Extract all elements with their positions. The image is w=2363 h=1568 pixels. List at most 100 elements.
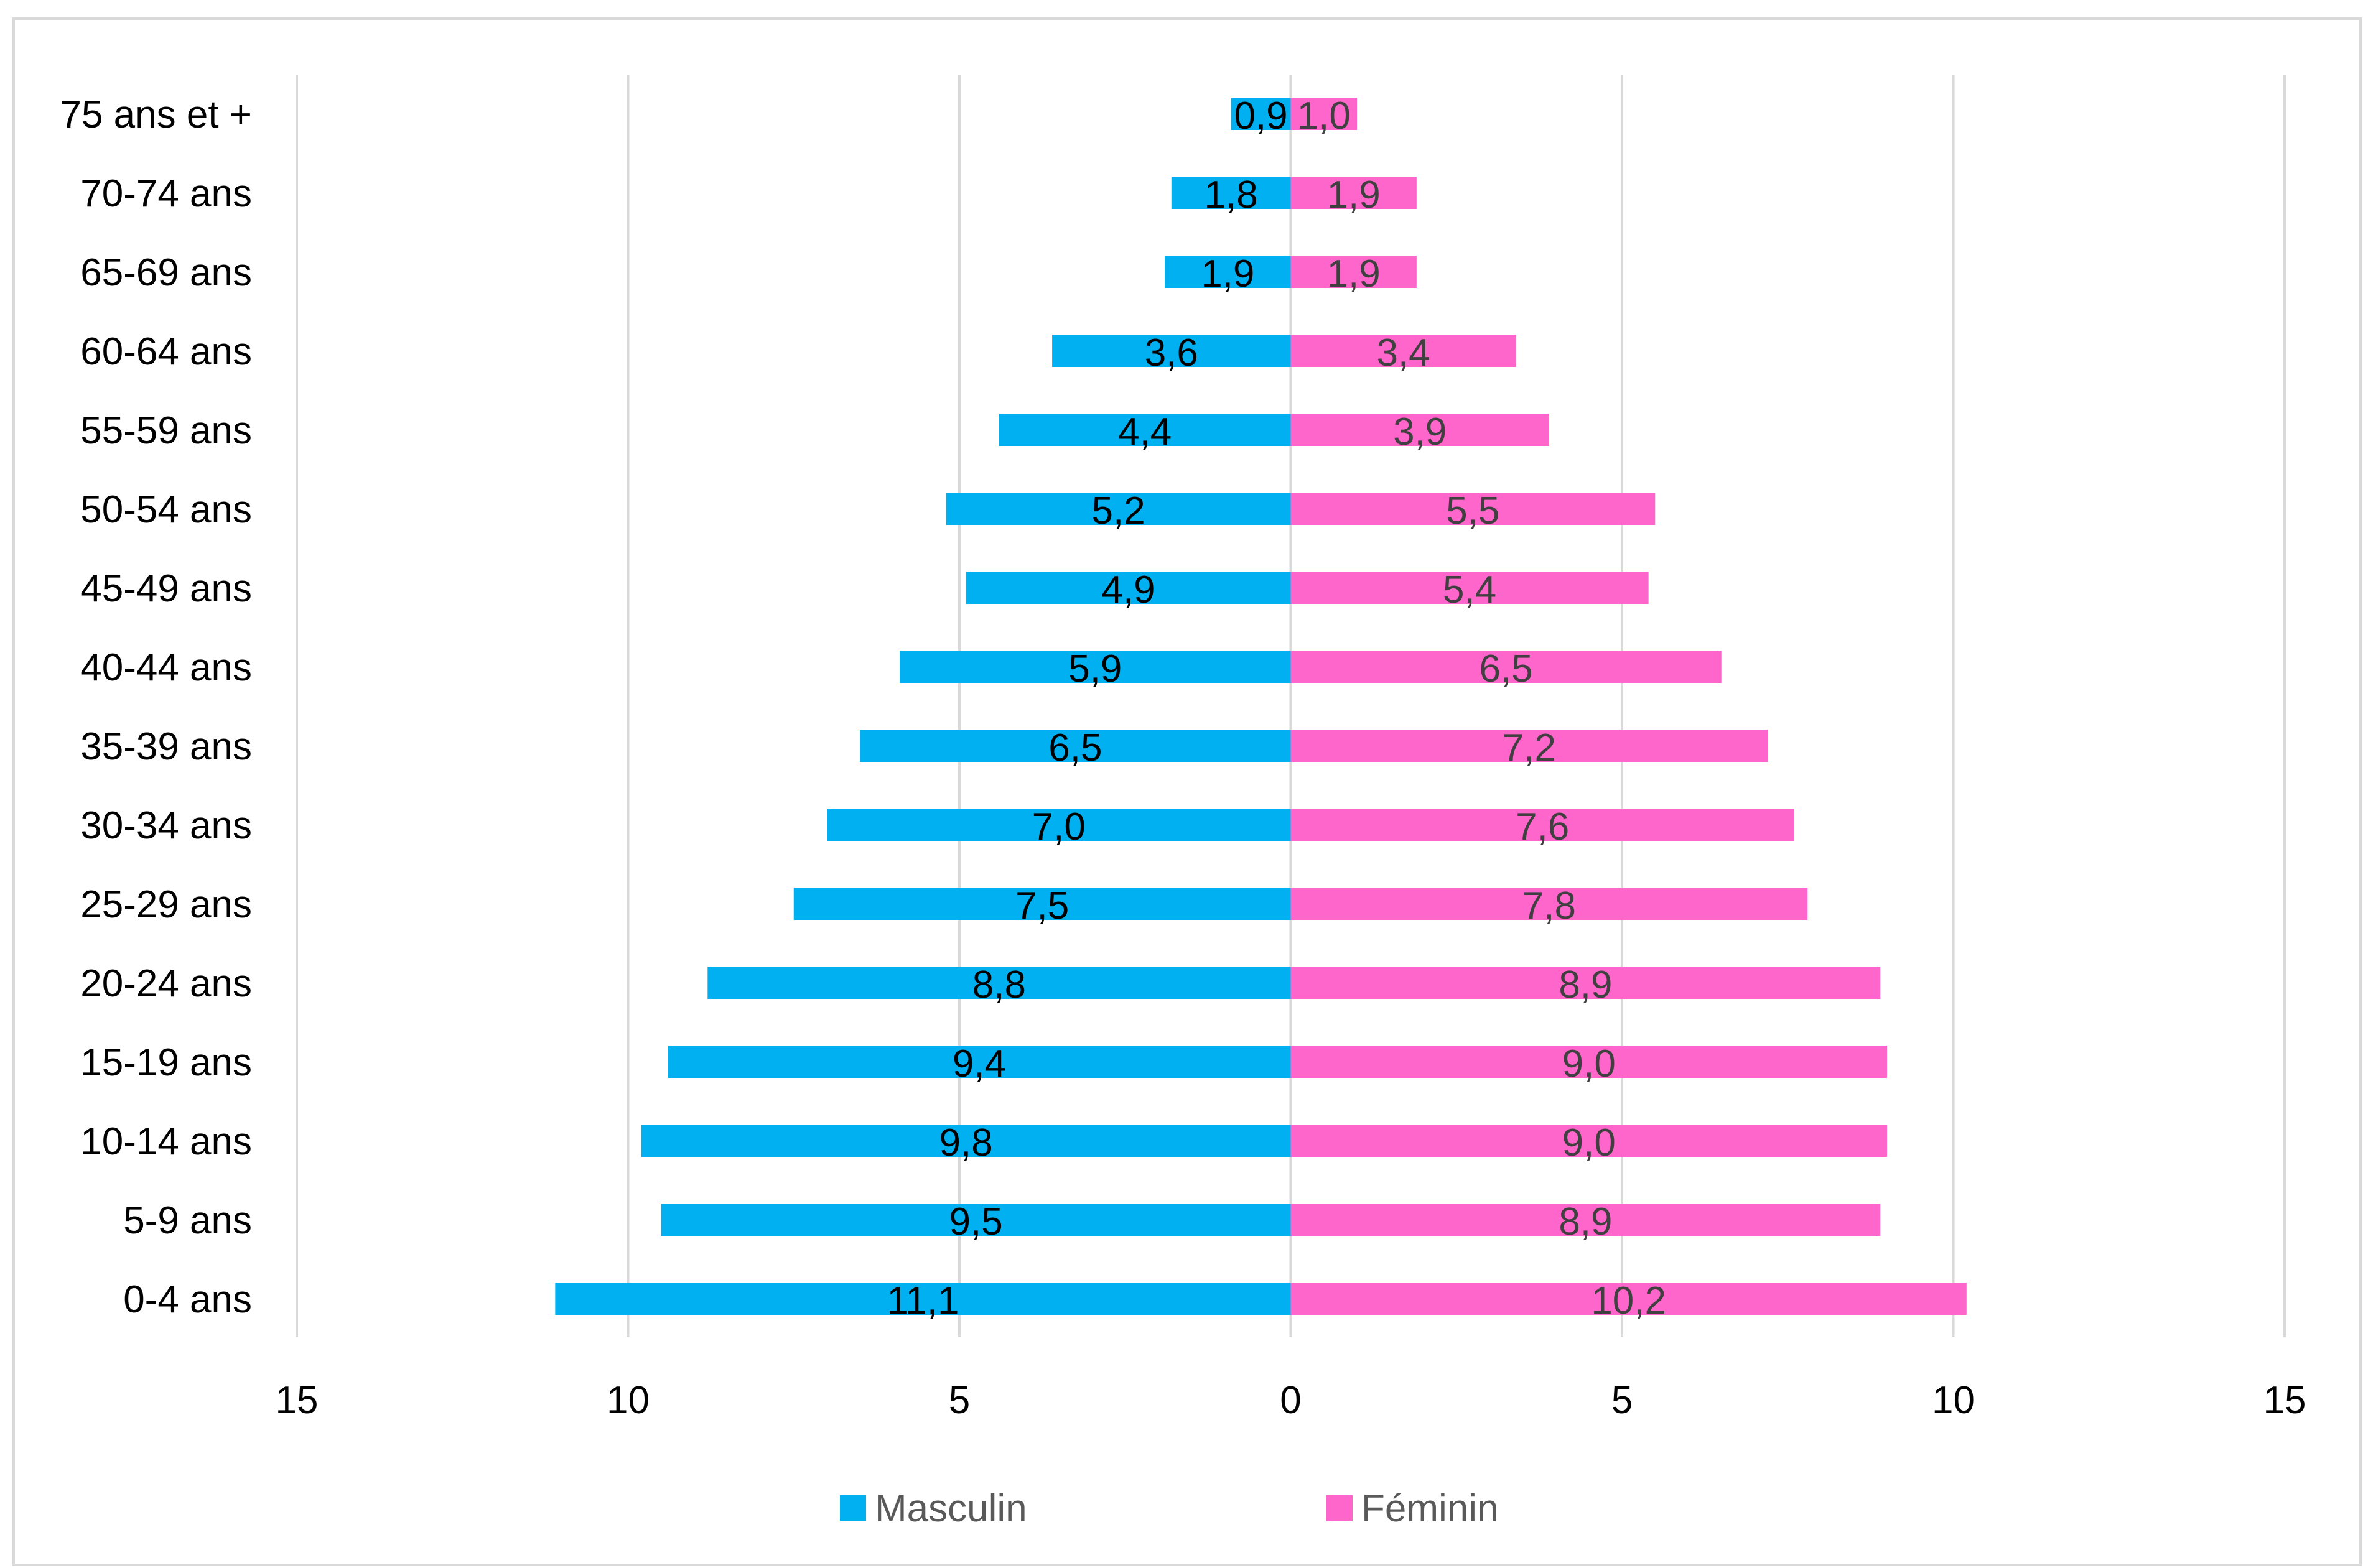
- legend-label-masculin: Masculin: [875, 1487, 1027, 1530]
- data-label-masculin: 7,5: [1015, 884, 1069, 927]
- data-label-masculin: 9,8: [939, 1121, 993, 1164]
- x-tick-label: 5: [949, 1379, 970, 1422]
- data-label-masculin: 4,9: [1101, 568, 1155, 611]
- bar-masculin: [946, 493, 1291, 525]
- data-label-masculin: 3,6: [1145, 332, 1198, 374]
- legend: Masculin Féminin: [0, 1483, 2363, 1533]
- data-label-feminin: 7,6: [1516, 805, 1569, 848]
- data-label-feminin: 3,4: [1376, 332, 1430, 374]
- category-label: 25-29 ans: [80, 883, 252, 926]
- data-label-masculin: 7,0: [1032, 805, 1086, 848]
- data-label-feminin: 6,5: [1480, 647, 1533, 690]
- legend-label-feminin: Féminin: [1361, 1487, 1499, 1530]
- bar-masculin: [1231, 98, 1291, 130]
- category-label: 60-64 ans: [80, 330, 252, 373]
- bar-feminin: [1290, 730, 1768, 762]
- legend-swatch-masculin: [840, 1495, 866, 1521]
- category-label: 30-34 ans: [80, 804, 252, 847]
- bar-feminin: [1290, 98, 1357, 130]
- data-label-masculin: 11,1: [887, 1279, 959, 1322]
- bar-feminin: [1290, 572, 1649, 604]
- data-label-feminin: 7,2: [1503, 726, 1556, 769]
- data-label-masculin: 9,4: [953, 1042, 1006, 1085]
- bar-feminin: [1290, 256, 1417, 288]
- data-label-feminin: 8,9: [1559, 1200, 1612, 1243]
- bar-masculin: [827, 809, 1291, 841]
- bar-masculin: [1052, 335, 1291, 367]
- category-label: 0-4 ans: [123, 1278, 252, 1321]
- category-label: 50-54 ans: [80, 488, 252, 531]
- data-label-feminin: 1,0: [1297, 95, 1351, 137]
- bar-masculin: [1165, 256, 1291, 288]
- data-label-masculin: 1,9: [1201, 253, 1254, 295]
- bar-masculin: [1171, 177, 1291, 209]
- bar-feminin: [1290, 1046, 1887, 1078]
- bar-masculin: [707, 967, 1291, 999]
- bar-feminin: [1290, 1204, 1881, 1236]
- bar-masculin: [668, 1046, 1291, 1078]
- data-label-masculin: 9,5: [949, 1200, 1003, 1243]
- data-label-feminin: 9,0: [1562, 1042, 1616, 1085]
- data-label-masculin: 5,2: [1091, 489, 1145, 532]
- bar-feminin: [1290, 1283, 1967, 1315]
- x-tick-label: 5: [1611, 1379, 1633, 1422]
- data-label-masculin: 4,4: [1118, 411, 1172, 453]
- data-label-feminin: 1,9: [1327, 253, 1381, 295]
- bars: [555, 98, 1967, 1315]
- data-label-masculin: 1,8: [1205, 174, 1258, 216]
- gridlines: [296, 75, 2286, 1337]
- data-label-feminin: 1,9: [1327, 174, 1381, 216]
- data-label-feminin: 3,9: [1393, 411, 1447, 453]
- category-label: 20-24 ans: [80, 962, 252, 1005]
- x-tick-label: 15: [2263, 1379, 2306, 1422]
- bar-feminin: [1290, 335, 1516, 367]
- data-label-feminin: 10,2: [1591, 1279, 1666, 1322]
- bar-masculin: [860, 730, 1291, 762]
- bar-masculin: [793, 888, 1291, 920]
- bar-feminin: [1290, 493, 1656, 525]
- bar-feminin: [1290, 809, 1794, 841]
- data-label-masculin: 8,8: [972, 963, 1026, 1006]
- category-label: 5-9 ans: [123, 1199, 252, 1242]
- bar-feminin: [1290, 177, 1417, 209]
- bar-masculin: [999, 414, 1291, 446]
- bar-masculin: [555, 1283, 1291, 1315]
- data-label-feminin: 8,9: [1559, 963, 1612, 1006]
- data-label-feminin: 7,8: [1522, 884, 1576, 927]
- category-label: 55-59 ans: [80, 409, 252, 452]
- legend-swatch-feminin: [1326, 1495, 1353, 1521]
- legend-item-feminin: Féminin: [1326, 1483, 1499, 1533]
- category-label: 35-39 ans: [80, 725, 252, 768]
- bar-masculin: [661, 1204, 1291, 1236]
- category-label: 75 ans et +: [60, 93, 252, 136]
- category-axis: 75 ans et + 70-74 ans 65-69 ans 60-64 ans 55…: [60, 93, 252, 1321]
- data-label-masculin: 5,9: [1068, 647, 1122, 690]
- bar-feminin: [1290, 888, 1808, 920]
- bar-masculin: [900, 651, 1291, 683]
- bar-masculin: [641, 1125, 1291, 1157]
- x-tick-label: 15: [276, 1379, 319, 1422]
- data-labels: 0,9 1,01,8 1,91,9 1,93,6 3,44,4 3,95,2 5,54,9 5…: [887, 95, 1666, 1322]
- bar-masculin: [966, 572, 1291, 604]
- category-label: 70-74 ans: [80, 172, 252, 215]
- x-tick-label: 10: [607, 1379, 650, 1422]
- legend-item-masculin: Masculin: [840, 1483, 1027, 1533]
- category-label: 40-44 ans: [80, 646, 252, 689]
- category-label: 65-69 ans: [80, 251, 252, 294]
- x-tick-label: 0: [1280, 1379, 1301, 1422]
- bar-feminin: [1290, 967, 1881, 999]
- bar-feminin: [1290, 651, 1722, 683]
- data-label-masculin: 0,9: [1234, 95, 1287, 137]
- data-label-feminin: 5,4: [1443, 568, 1496, 611]
- bar-feminin: [1290, 414, 1549, 446]
- category-label: 45-49 ans: [80, 567, 252, 610]
- value-axis: 15 10 5 0 5 10 15: [276, 1379, 2306, 1422]
- category-label: 10-14 ans: [80, 1120, 252, 1163]
- bar-feminin: [1290, 1125, 1887, 1157]
- data-label-feminin: 5,5: [1446, 489, 1499, 532]
- data-label-feminin: 9,0: [1562, 1121, 1616, 1164]
- data-label-masculin: 6,5: [1048, 726, 1102, 769]
- category-label: 15-19 ans: [80, 1041, 252, 1084]
- x-tick-label: 10: [1932, 1379, 1975, 1422]
